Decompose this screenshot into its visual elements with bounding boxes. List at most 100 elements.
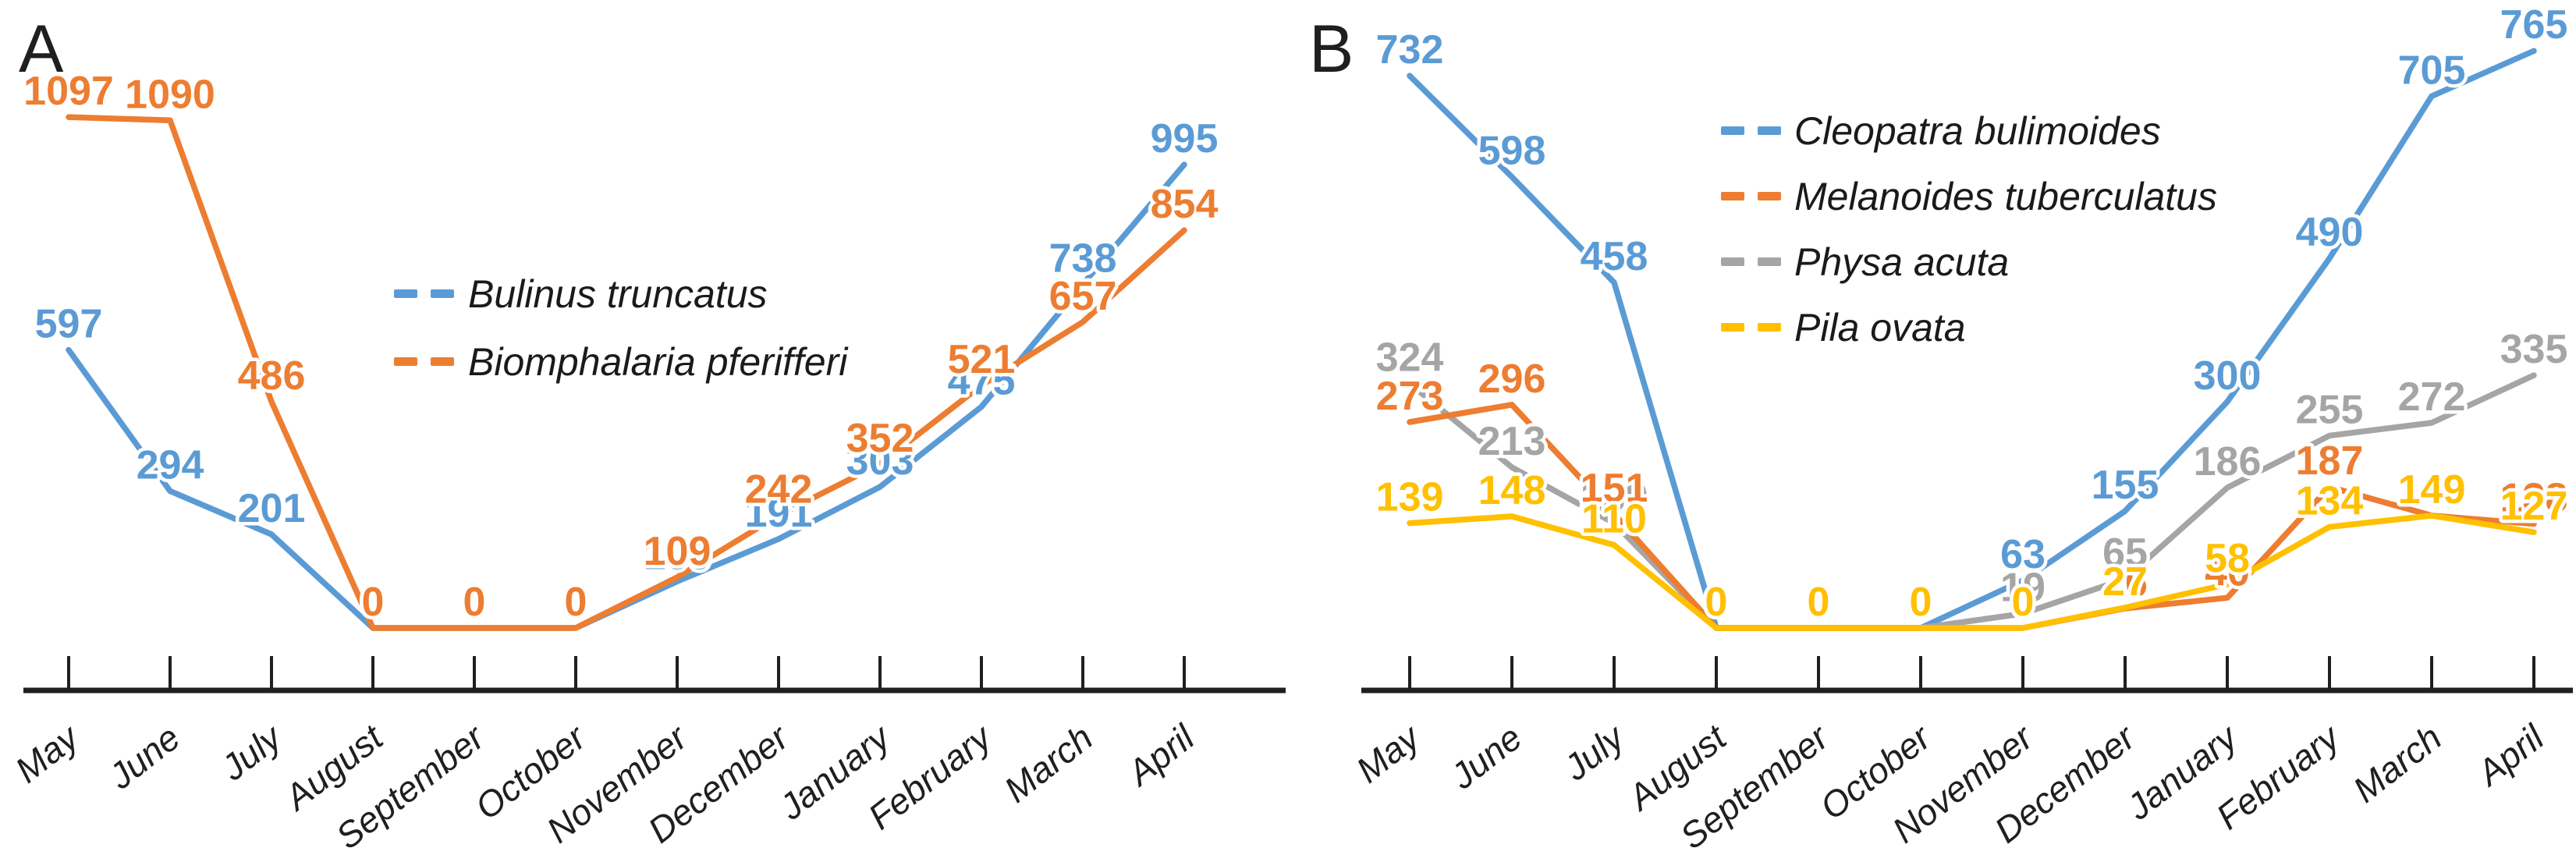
data-label-pila-ovata: 0 <box>1910 580 1932 625</box>
data-label-bulinus-truncatus: 100 <box>644 533 711 578</box>
data-label-melanoides-tuberculatus: 187 <box>2296 438 2364 484</box>
data-label-bulinus-truncatus: 597 <box>35 302 103 347</box>
data-label-melanoides-tuberculatus: 0 <box>2012 580 2035 625</box>
legend-label: Biomphalaria pferifferi <box>468 340 849 384</box>
legend-label: Pila ovata <box>1794 306 1966 349</box>
data-label-biomphalaria-pferifferi: 1090 <box>125 72 215 117</box>
legend-dash-icon <box>431 289 454 298</box>
series-line-melanoides-tuberculatus <box>1407 402 2537 631</box>
legend-dash-icon <box>1721 257 1744 266</box>
data-label-physa-acuta: 213 <box>1478 419 1546 464</box>
data-label-cleopatra-bulimoides: 0 <box>1910 580 1932 625</box>
data-label-physa-acuta: 0 <box>1808 580 1830 625</box>
data-label-cleopatra-bulimoides: 0 <box>1705 580 1728 625</box>
data-label-physa-acuta: 255 <box>2296 387 2364 432</box>
data-label-bulinus-truncatus: 0 <box>463 580 486 625</box>
data-label-physa-acuta: 335 <box>2500 327 2568 372</box>
data-label-bulinus-truncatus: 191 <box>745 491 813 536</box>
data-label-physa-acuta: 65 <box>2102 530 2148 576</box>
data-label-bulinus-truncatus: 0 <box>565 580 587 625</box>
series-line-bulinus-truncatus <box>66 161 1187 631</box>
legend-dash-icon <box>1758 192 1781 200</box>
data-label-pila-ovata: 0 <box>1808 580 1830 625</box>
data-label-pila-ovata: 148 <box>1478 468 1546 513</box>
data-label-melanoides-tuberculatus: 40 <box>2205 549 2250 594</box>
legend-dash-icon <box>1758 126 1781 135</box>
data-label-bulinus-truncatus: 0 <box>362 580 385 625</box>
legend-label: Melanoides tuberculatus <box>1794 175 2217 218</box>
data-label-pila-ovata: 27 <box>2102 559 2148 605</box>
legend-label: Cleopatra bulimoides <box>1794 109 2161 153</box>
panel-letter-B: B <box>1309 12 1354 87</box>
data-label-melanoides-tuberculatus: 149 <box>2398 467 2466 513</box>
data-label-physa-acuta: 19 <box>2000 566 2046 611</box>
data-label-melanoides-tuberculatus: 138 <box>2500 476 2568 521</box>
data-label-cleopatra-bulimoides: 63 <box>2000 532 2046 577</box>
panel-letter-A: A <box>19 12 64 87</box>
x-axis-tick-label: July <box>1556 715 1634 789</box>
legend-panel-A: Bulinus truncatus Biomphalaria pferifferi <box>394 272 849 384</box>
x-axis-tick-label: March <box>996 717 1100 811</box>
data-label-pila-ovata: 139 <box>1376 475 1444 520</box>
data-label-bulinus-truncatus: 303 <box>846 438 914 484</box>
data-label-biomphalaria-pferifferi: 0 <box>463 580 486 625</box>
legend-dash-icon <box>394 289 417 298</box>
data-label-pila-ovata: 127 <box>2500 484 2568 529</box>
data-label-biomphalaria-pferifferi: 109 <box>644 529 711 574</box>
data-label-bulinus-truncatus: 294 <box>137 442 204 488</box>
series-line-physa-acuta <box>1407 372 2537 631</box>
x-axis-tick-label: June <box>1442 717 1529 797</box>
data-label-physa-acuta: 0 <box>1910 580 1932 625</box>
data-label-pila-ovata: 58 <box>2205 536 2250 581</box>
x-axis-tick-label: May <box>8 715 88 790</box>
data-label-biomphalaria-pferifferi: 242 <box>745 467 813 513</box>
data-label-cleopatra-bulimoides: 490 <box>2296 210 2364 255</box>
data-label-physa-acuta: 139 <box>1581 475 1648 520</box>
legend-label: Bulinus truncatus <box>468 272 768 316</box>
data-label-pila-ovata: 0 <box>1705 580 1728 625</box>
legend-item-pila-ovata: Pila ovata <box>1721 306 1966 349</box>
data-label-melanoides-tuberculatus: 0 <box>1910 580 1932 625</box>
data-label-melanoides-tuberculatus: 26 <box>2102 560 2148 605</box>
data-label-cleopatra-bulimoides: 300 <box>2194 353 2262 399</box>
legend-panel-B: Cleopatra bulimoides Melanoides tubercula… <box>1721 109 2217 349</box>
data-label-biomphalaria-pferifferi: 521 <box>948 337 1016 382</box>
data-label-cleopatra-bulimoides: 732 <box>1376 27 1444 73</box>
data-label-cleopatra-bulimoides: 598 <box>1478 129 1546 174</box>
legend-dash-icon <box>394 357 417 366</box>
legend-dash-icon <box>1721 323 1744 332</box>
data-label-bulinus-truncatus: 201 <box>238 486 306 531</box>
legend-label: Physa acuta <box>1794 240 2009 284</box>
data-label-physa-acuta: 272 <box>2398 374 2466 420</box>
data-label-melanoides-tuberculatus: 273 <box>1376 374 1444 419</box>
data-label-bulinus-truncatus: 475 <box>948 358 1016 403</box>
data-label-melanoides-tuberculatus: 0 <box>1808 580 1830 625</box>
x-axis-tick-label: July <box>213 715 291 789</box>
series-line-cleopatra-bulimoides <box>1407 48 2537 631</box>
x-axis-tick-label: June <box>101 717 187 797</box>
legend-item-cleopatra-bulimoides: Cleopatra bulimoides <box>1721 109 2161 153</box>
data-label-biomphalaria-pferifferi: 1097 <box>23 69 114 114</box>
legend-item-biomphalaria-pferifferi: Biomphalaria pferifferi <box>394 340 849 384</box>
data-label-biomphalaria-pferifferi: 352 <box>846 416 914 461</box>
data-label-bulinus-truncatus: 738 <box>1049 236 1117 281</box>
data-label-physa-acuta: 186 <box>2194 439 2262 484</box>
data-label-biomphalaria-pferifferi: 854 <box>1151 182 1219 227</box>
data-label-biomphalaria-pferifferi: 0 <box>362 580 385 625</box>
legend-item-physa-acuta: Physa acuta <box>1721 240 2009 284</box>
legend-item-melanoides-tuberculatus: Melanoides tuberculatus <box>1721 175 2217 218</box>
data-label-pila-ovata: 0 <box>2012 580 2035 625</box>
data-label-physa-acuta: 324 <box>1376 335 1444 381</box>
data-label-melanoides-tuberculatus: 296 <box>1478 357 1546 402</box>
x-axis-tick-label: April <box>2468 716 2552 795</box>
legend-item-bulinus-truncatus: Bulinus truncatus <box>394 272 768 316</box>
x-axis-tick-label: May <box>1349 715 1429 790</box>
data-label-bulinus-truncatus: 995 <box>1151 116 1219 161</box>
legend-dash-icon <box>1758 257 1781 266</box>
data-label-pila-ovata: 134 <box>2296 478 2364 523</box>
x-axis-tick-label: March <box>2345 717 2449 811</box>
